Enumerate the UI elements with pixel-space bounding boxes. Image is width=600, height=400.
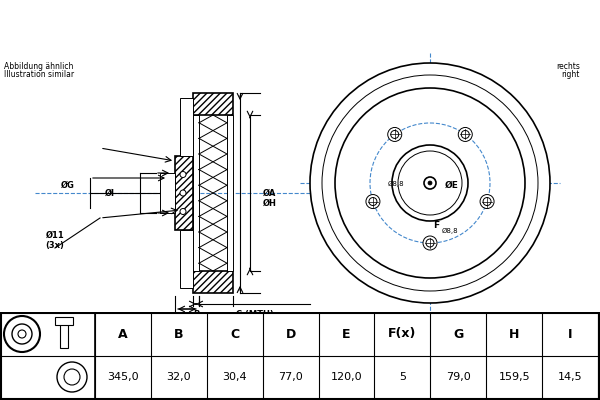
Text: 32,0: 32,0 [167,372,191,382]
Text: F(x): F(x) [388,328,416,340]
Bar [193,93,233,115]
Text: ØG: ØG [61,180,75,190]
Text: F: F [433,221,439,230]
Bar [175,156,193,230]
Text: Abbildung ähnlich: Abbildung ähnlich [4,62,73,71]
Circle shape [423,236,437,250]
Circle shape [180,172,186,178]
Text: 159,5: 159,5 [499,372,530,382]
Text: 120,0: 120,0 [331,372,362,382]
Circle shape [310,63,550,303]
Text: right: right [562,70,580,79]
Text: 79,0: 79,0 [446,372,470,382]
Bar [227,115,233,271]
Text: B: B [193,310,199,319]
Text: 77,0: 77,0 [278,372,303,382]
Text: D: D [286,328,296,340]
Circle shape [12,324,32,344]
Bar [193,271,233,293]
Text: G: G [453,328,463,340]
Circle shape [388,128,402,142]
Text: D: D [184,312,191,321]
Bar [60,320,68,348]
Text: H: H [509,328,520,340]
Circle shape [57,362,87,392]
Text: 345,0: 345,0 [107,372,139,382]
Circle shape [64,369,80,385]
Circle shape [392,145,468,221]
Bar [175,156,193,230]
Text: C (MTH): C (MTH) [236,310,274,319]
Circle shape [180,190,186,196]
Circle shape [391,130,399,138]
Circle shape [366,194,380,208]
Circle shape [483,198,491,206]
Text: ØH: ØH [263,198,277,208]
Circle shape [335,88,525,278]
Bar [180,230,193,288]
Text: ØA: ØA [263,188,277,198]
Bar [193,93,233,115]
Text: ØE: ØE [445,181,459,190]
Bar [55,317,73,325]
Text: Illustration similar: Illustration similar [4,70,74,79]
Circle shape [369,198,377,206]
Text: C: C [230,328,239,340]
Bar [193,115,199,271]
Circle shape [458,128,472,142]
Circle shape [480,194,494,208]
Text: Ø8,8: Ø8,8 [442,228,458,234]
Text: 30,4: 30,4 [223,372,247,382]
Text: A: A [118,328,128,340]
Text: Ø11
(3x): Ø11 (3x) [46,230,64,250]
Circle shape [428,181,432,185]
Circle shape [180,208,186,214]
Circle shape [426,239,434,247]
Bar [193,271,233,293]
Circle shape [461,130,469,138]
Bar [180,98,193,156]
Text: ØI: ØI [105,188,115,198]
Bar [160,173,175,213]
Text: rechts: rechts [556,62,580,71]
Text: I: I [568,328,572,340]
Circle shape [18,330,26,338]
Circle shape [4,316,40,352]
Text: B: B [174,328,184,340]
Text: Ø8,8: Ø8,8 [388,181,404,187]
Circle shape [424,177,436,189]
Text: E: E [342,328,351,340]
Text: 24.0132-0162.2    432162: 24.0132-0162.2 432162 [125,14,475,34]
Text: 5: 5 [399,372,406,382]
Text: 14,5: 14,5 [558,372,583,382]
